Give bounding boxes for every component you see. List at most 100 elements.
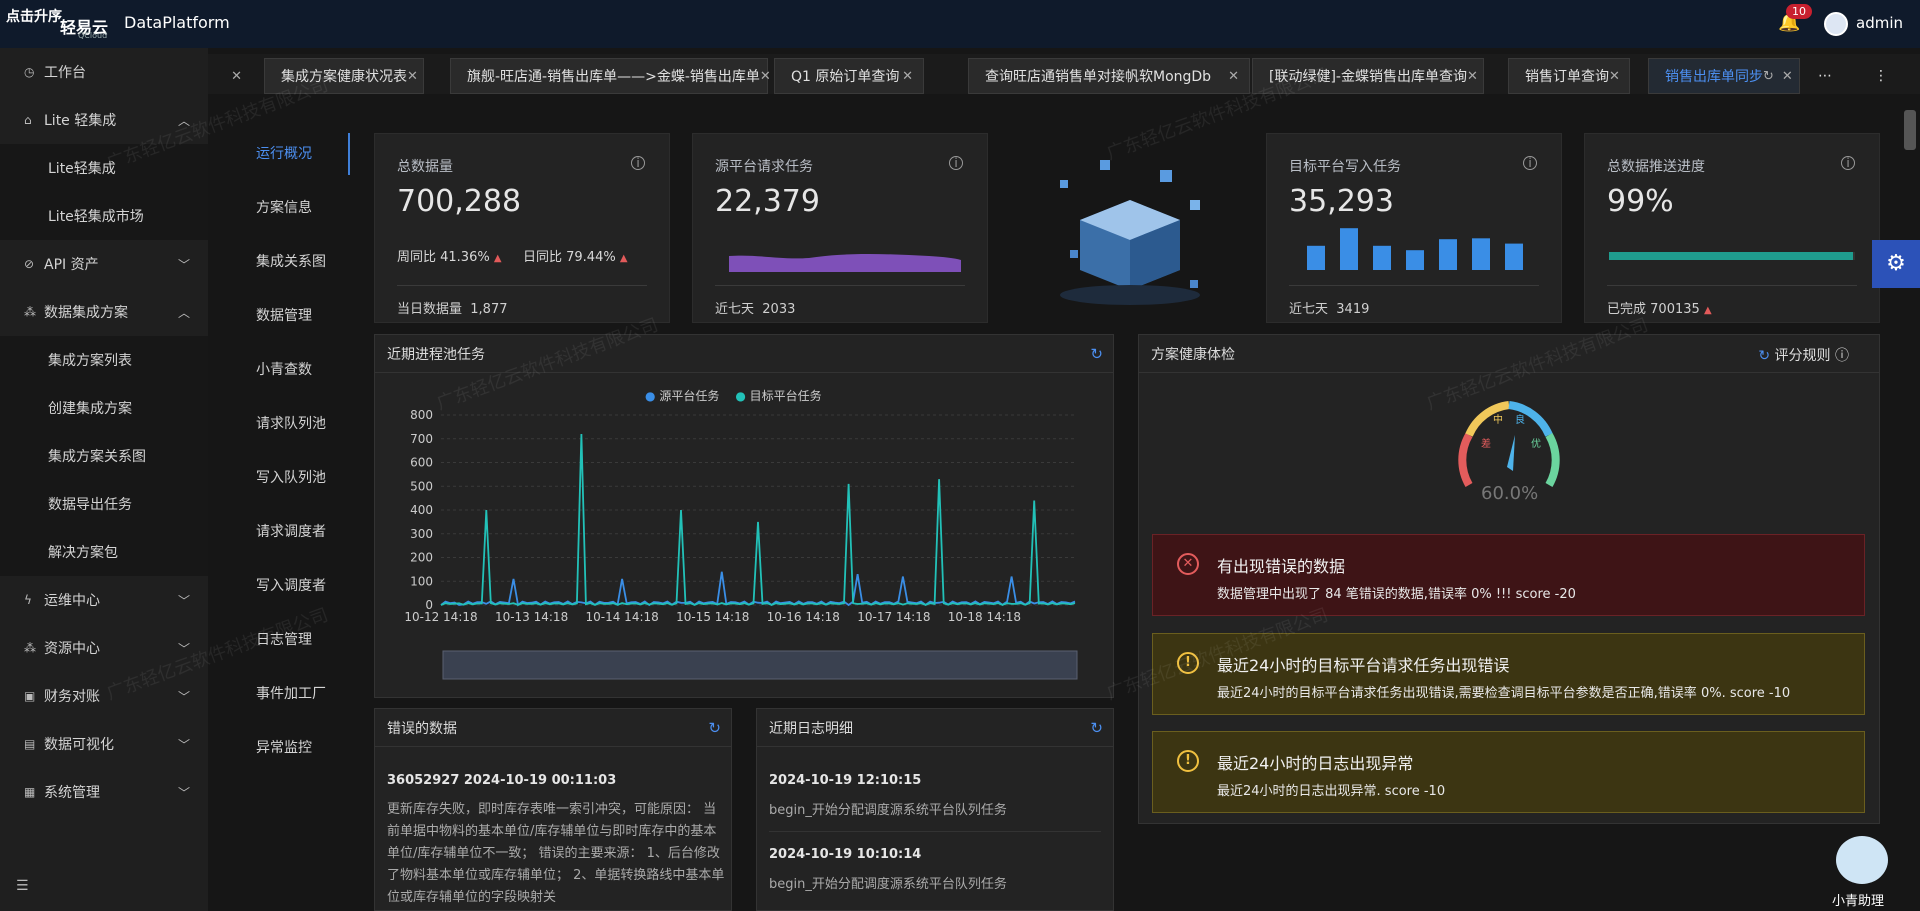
sidebar-item-plans[interactable]: ⁂ 数据集成方案 ︿	[0, 288, 208, 336]
menu-collapse-icon[interactable]: ☰	[16, 878, 29, 894]
chevron-down-icon: ﹀	[177, 785, 190, 800]
subnav-item[interactable]: 事件加工厂	[256, 686, 326, 702]
close-icon[interactable]: ✕	[1466, 68, 1478, 84]
x-tick-label: 10-13 14:18	[495, 610, 568, 624]
info-icon[interactable]: i	[1523, 156, 1537, 170]
user-name[interactable]: admin	[1856, 14, 1903, 32]
subnav-item[interactable]: 数据管理	[256, 308, 312, 324]
stat-label: 总数据推送进度	[1607, 159, 1705, 175]
refresh-icon[interactable]: ↻	[1090, 719, 1103, 737]
info-icon[interactable]: i	[1841, 156, 1855, 170]
sidebar-subitem[interactable]: 集成方案关系图	[0, 432, 208, 480]
subnav-item[interactable]: 写入队列池	[256, 470, 326, 486]
sidebar-item-visual[interactable]: ▤ 数据可视化 ﹀	[0, 720, 208, 768]
close-icon[interactable]: ✕	[1228, 68, 1239, 84]
sidebar-item-ops[interactable]: ϟ 运维中心 ﹀	[0, 576, 208, 624]
series-line	[440, 571, 1076, 607]
sidebar-item-system[interactable]: ▦ 系统管理 ﹀	[0, 768, 208, 816]
refresh-icon: ↻	[1758, 348, 1771, 364]
sidebar-item-lite[interactable]: ⌂ Lite 轻集成 ︿	[0, 96, 208, 144]
legend-item[interactable]: ● 源平台任务	[645, 389, 720, 403]
alert-desc: 最近24小时的日志出现异常. score -10	[1217, 784, 1446, 799]
y-tick-label: 0	[425, 598, 433, 612]
close-icon[interactable]: ✕	[1781, 68, 1793, 84]
subnav-item[interactable]: 集成关系图	[256, 254, 326, 270]
sidebar-subitem[interactable]: 解决方案包	[0, 528, 208, 576]
kebab-icon[interactable]: ⋮	[1874, 68, 1888, 84]
tab-item[interactable]: 销售订单查询 ✕	[1508, 58, 1630, 94]
gauge-label: 中	[1493, 413, 1503, 426]
legend-item[interactable]: ● 目标平台任务	[735, 389, 822, 403]
sidebar-subitem[interactable]: Lite轻集成市场	[0, 192, 208, 240]
sidebar-subitem[interactable]: 集成方案列表	[0, 336, 208, 384]
sidebar-item-finance[interactable]: ▣ 财务对账 ﹀	[0, 672, 208, 720]
sidebar-subitem[interactable]: 创建集成方案	[0, 384, 208, 432]
stat-dod: 日同比 79.44% ▲	[523, 250, 628, 265]
score-rules-link[interactable]: ↻ 评分规则 ⓘ	[1758, 348, 1849, 364]
stat-value: 99%	[1607, 184, 1674, 219]
subnav-item[interactable]: 异常监控	[256, 740, 312, 756]
assistant-avatar[interactable]	[1836, 836, 1888, 884]
sidebar-subitem[interactable]: Lite轻集成	[0, 144, 208, 192]
chevron-down-icon: ﹀	[177, 593, 190, 608]
arrow-up-icon: ▲	[1703, 305, 1712, 316]
assistant-label[interactable]: 小青助理	[1832, 894, 1885, 909]
divider	[1607, 285, 1857, 286]
x-tick-label: 10-15 14:18	[676, 610, 749, 624]
tab-item[interactable]: [联动绿健]-金蝶销售出库单查询 ✕	[1252, 58, 1484, 94]
progress-fill	[1609, 252, 1853, 260]
close-icon[interactable]: ✕	[902, 68, 913, 84]
subnav-item[interactable]: 日志管理	[256, 632, 312, 648]
y-tick-label: 300	[410, 527, 433, 541]
subnav-item[interactable]: 请求调度者	[256, 524, 326, 540]
chart-legend: ● 源平台任务 ● 目标平台任务	[645, 387, 822, 404]
avatar[interactable]	[1824, 12, 1848, 36]
clock-icon: ◷	[24, 65, 35, 79]
sidebar-item-label: 资源中心	[44, 641, 100, 657]
tab-item-active[interactable]: 销售出库单同步 ↻ ✕	[1648, 58, 1800, 94]
settings-gear-icon[interactable]: ⚙	[1872, 240, 1920, 288]
subnav-item[interactable]: 小青查数	[256, 362, 312, 378]
notification-badge: 10	[1786, 4, 1812, 19]
subnav-overview[interactable]: 运行概况	[256, 146, 312, 162]
refresh-icon[interactable]: ↻	[708, 719, 721, 737]
target-bar	[1373, 245, 1391, 270]
refresh-icon[interactable]: ↻	[1763, 68, 1774, 84]
tab-item[interactable]: 查询旺店通销售单对接帆软MongDb ✕	[968, 58, 1250, 94]
tab-item[interactable]: Q1 原始订单查询 ✕	[774, 58, 924, 94]
stat-label: 源平台请求任务	[715, 159, 813, 175]
tab-label: 销售订单查询	[1525, 69, 1609, 85]
tab-bar: ✕ 集成方案健康状况表 ✕ 旗舰-旺店通-销售出库单——>金蝶-销售出库单 ✕ Q1…	[208, 54, 1920, 94]
close-icon[interactable]: ✕	[759, 68, 771, 84]
zoom-slider[interactable]	[442, 650, 1078, 680]
upgrade-link[interactable]: 点击升序	[6, 9, 62, 25]
alert-desc: 最近24小时的目标平台请求任务出现错误,需要检查调目标平台参数是否正确,错误率 …	[1217, 686, 1791, 701]
stat-foot: 近七天 3419	[1289, 302, 1370, 317]
sidebar-subitem[interactable]: 数据导出任务	[0, 480, 208, 528]
x-tick-label: 10-12 14:18	[404, 610, 477, 624]
info-icon[interactable]: i	[631, 156, 645, 170]
sidebar-item-workbench[interactable]: ◷ 工作台	[0, 48, 208, 96]
pool-chart-panel: 近期进程池任务 ↻ ● 源平台任务 ● 目标平台任务 0 100 200 300 400…	[374, 334, 1114, 698]
refresh-icon[interactable]: ↻	[1090, 345, 1103, 363]
info-icon[interactable]: i	[949, 156, 963, 170]
error-icon: ✕	[1177, 553, 1199, 575]
sidebar-item-api[interactable]: ⊘ API 资产 ﹀	[0, 240, 208, 288]
tab-item[interactable]: 旗舰-旺店通-销售出库单——>金蝶-销售出库单 ✕	[450, 58, 771, 94]
close-icon[interactable]: ✕	[231, 68, 242, 84]
scrollbar-thumb[interactable]	[1904, 110, 1916, 150]
subnav-item[interactable]: 请求队列池	[256, 416, 326, 432]
arrow-up-icon: ▲	[493, 253, 502, 264]
subnav-item[interactable]: 方案信息	[256, 200, 312, 216]
more-icon[interactable]: ⋯	[1818, 68, 1832, 84]
divider	[1289, 285, 1539, 286]
api-icon: ⊘	[24, 257, 35, 271]
tab-item[interactable]: 集成方案健康状况表 ✕	[264, 58, 424, 94]
close-icon[interactable]: ✕	[1609, 68, 1620, 84]
subnav-item[interactable]: 写入调度者	[256, 578, 326, 594]
stat-value: 22,379	[715, 184, 820, 219]
close-icon[interactable]: ✕	[407, 68, 418, 84]
logo-subtext: QCloud	[78, 31, 108, 40]
sidebar-item-resource[interactable]: ⁂ 资源中心 ﹀	[0, 624, 208, 672]
chevron-down-icon: ﹀	[177, 737, 190, 752]
